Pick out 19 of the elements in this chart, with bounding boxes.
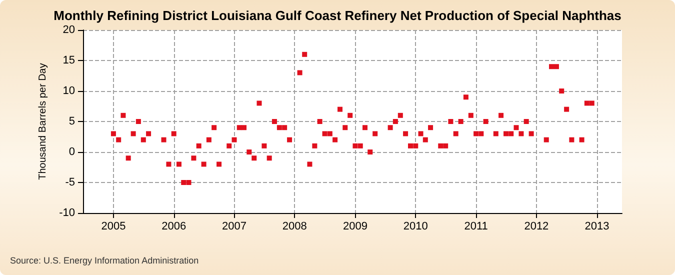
x-tick-label: 2010 xyxy=(403,220,428,232)
chart-title: Monthly Refining District Louisiana Gulf Coast Refinery Net Production of Special Naphthas xyxy=(54,8,622,23)
y-tick-label: -10 xyxy=(59,207,75,219)
x-tick-label: 2009 xyxy=(342,220,368,232)
y-tick-label: 20 xyxy=(62,24,75,36)
x-tick-label: 2013 xyxy=(584,220,610,232)
x-tick-label: 2005 xyxy=(101,220,126,232)
x-tick-label: 2012 xyxy=(524,220,549,232)
y-tick-label: 10 xyxy=(62,85,75,97)
x-tick-label: 2006 xyxy=(162,220,186,232)
y-axis-title: Thousand Barrels per Day xyxy=(38,63,49,180)
source-note: Source: U.S. Energy Information Administration xyxy=(10,256,199,266)
x-tick-label: 2011 xyxy=(464,220,488,232)
y-tick-label: 15 xyxy=(62,54,75,66)
x-tick-label: 2008 xyxy=(282,220,307,232)
y-tick-label: -5 xyxy=(65,176,75,188)
x-tick-label: 2007 xyxy=(222,220,246,232)
y-tick-label: 0 xyxy=(68,146,75,158)
y-tick-label: 5 xyxy=(68,116,75,128)
